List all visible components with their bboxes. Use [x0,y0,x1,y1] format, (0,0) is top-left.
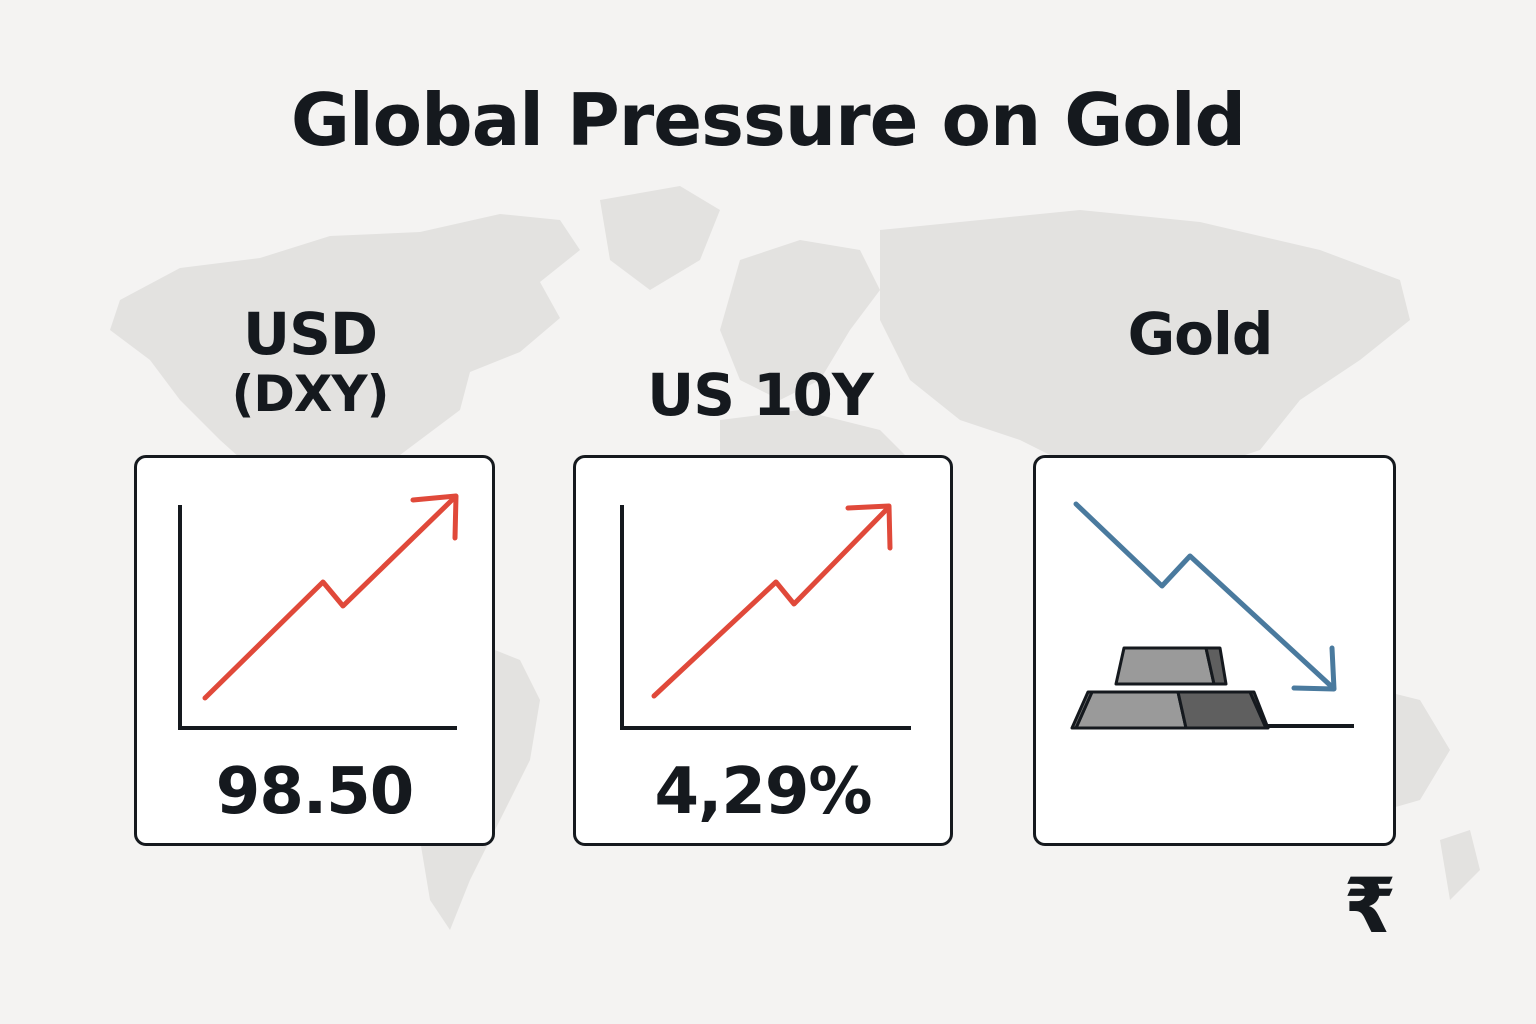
us10y-card: 4,29% [573,455,953,846]
page-title: Global Pressure on Gold [290,78,1246,162]
usd-value: 98.50 [215,755,414,829]
us10y-value: 4,29% [654,755,872,829]
downtrend-chart-with-gold-bars-icon [1070,501,1354,730]
us10y-label: US 10Y [647,361,874,429]
gold-card [1033,455,1396,846]
usd-label: USD (DXY) [160,305,460,419]
usd-card: 98.50 [134,455,495,846]
gold-bars-icon [1070,646,1270,730]
uptrend-chart-icon [178,493,459,730]
uptrend-chart-icon [620,503,911,730]
gold-label: Gold [1127,300,1274,368]
usd-label-text: USD [242,300,378,368]
dxy-sublabel: (DXY) [231,365,390,423]
rupee-icon: ₹ [1343,861,1397,950]
